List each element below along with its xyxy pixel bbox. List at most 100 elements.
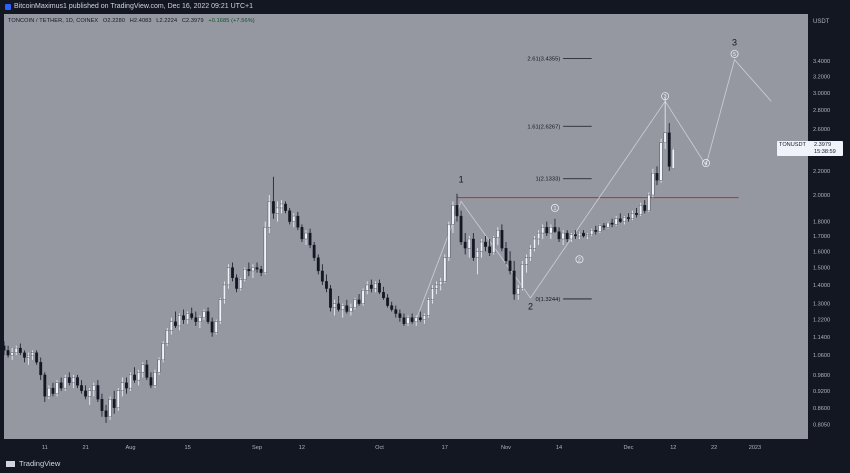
candle-body [386,297,390,306]
candle-body [31,352,34,356]
candle-body [663,132,667,143]
candle-body [27,354,30,358]
major-wave-label: 2 [528,302,533,312]
candle-body [533,238,536,249]
time-tick-label: 22 [711,445,717,451]
minor-wave-label: 2 [578,257,581,263]
candle-body [133,374,137,381]
time-axis[interactable]: 11 21 Aug 15 Sep 12 Oct 17 Nov 14 Dec 12 22 2023 [4,439,808,455]
candle-body [451,205,455,225]
candle-body [316,257,320,272]
candle-body [394,309,398,314]
candle-body [76,377,79,386]
candle-body [239,279,243,289]
candle-body [329,288,332,308]
candle-body [218,299,222,322]
candle-body [443,257,447,282]
candle-body [369,284,373,289]
publisher-text: BitcoinMaximus1 published on TradingView… [14,3,253,10]
candle-body [520,264,524,289]
candle-body [476,251,479,258]
candle-body [157,359,161,373]
candle-body [631,213,634,219]
candle-body [402,317,406,324]
legend-symbol[interactable]: TONCOIN / TETHER, 1D, COINEX [8,18,99,24]
candle-body [116,390,120,408]
candle-body [255,267,259,270]
candle-body [378,283,381,293]
price-tag-symbol: TONUSDT [779,142,806,148]
candle-body [529,247,532,258]
price-tick-label: 1.5000 [813,266,830,272]
candle-body [365,284,369,291]
candle-body [361,290,365,304]
candle-body [198,317,202,322]
price-tick-label: 0.9200 [813,389,830,395]
price-chart[interactable]: 2.61(3.4355) 1.61(2.6267) 1(2.1333) 0(1.324… [4,14,808,439]
minor-wave-circle [575,255,584,264]
candle-body [214,321,218,333]
time-tick-label: 12 [299,445,305,451]
candle-body [296,215,300,228]
time-tick-label: 11 [42,445,48,451]
time-tick-label: Dec [623,445,633,451]
candle-body [173,321,177,327]
candle-body [259,269,263,273]
candle-body [422,315,426,320]
candle-body [4,345,6,351]
candle-body [149,377,153,386]
price-tick-label: 1.1400 [813,335,830,341]
major-wave-label: 1 [459,175,464,185]
candle-body [484,241,487,247]
candle-body [6,350,10,356]
candle-body [206,311,210,322]
candle-body [80,385,83,391]
time-tick-label: Oct [375,445,384,451]
candle-body [586,234,590,237]
major-wave-label: 3 [732,37,737,47]
candle-body [671,148,675,169]
legend-change: +0.1685 (+7.56%) [208,18,255,24]
candle-body [43,374,47,397]
candle-body [251,267,255,272]
candle-body [202,311,206,318]
time-tick-label: 2023 [749,445,761,451]
time-tick-label: 15 [185,445,191,451]
price-tick-label: 1.6000 [813,249,830,255]
price-axis[interactable]: USDT3.40003.20003.00002.80002.60002.4000… [808,14,850,439]
tradingview-brand-icon [6,461,15,467]
candle-body [610,222,614,225]
legend-low: L2.2224 [156,18,178,24]
time-tick-label: 17 [442,445,448,451]
candle-body [92,385,96,391]
candle-body [112,399,116,408]
fib-level-label: 2.61(3.4355) [527,57,560,63]
candle-body [647,194,651,211]
price-tick-label: 0.8050 [813,422,830,428]
candle-body [622,217,626,222]
candle-body [39,362,43,376]
candle-body [410,317,414,322]
time-tick-label: Sep [252,445,262,451]
candle-body [96,385,100,400]
candle-body [471,238,475,258]
footer-brand[interactable]: TradingView [19,459,61,468]
chart-plot-area[interactable]: 2.61(3.4355) 1.61(2.6267) 1(2.1333) 0(1.324… [4,14,808,439]
time-tick-label: Nov [501,445,511,451]
candle-body [524,257,528,265]
candle-body [406,317,410,324]
candle-body [598,225,602,232]
candle-body [439,281,443,286]
candle-body [35,352,39,363]
price-tick-label: 1.8000 [813,220,830,226]
time-tick-label: 14 [556,445,562,451]
legend-high: H2.4083 [129,18,152,24]
wave-projection-line [415,58,772,320]
candle-body [292,215,296,222]
price-tick-label: 3.0000 [813,91,830,97]
candle-body [84,390,88,397]
candle-body [71,377,75,383]
candle-body [284,203,288,211]
candle-body [14,347,18,353]
price-tick-label: 0.8600 [813,406,830,412]
